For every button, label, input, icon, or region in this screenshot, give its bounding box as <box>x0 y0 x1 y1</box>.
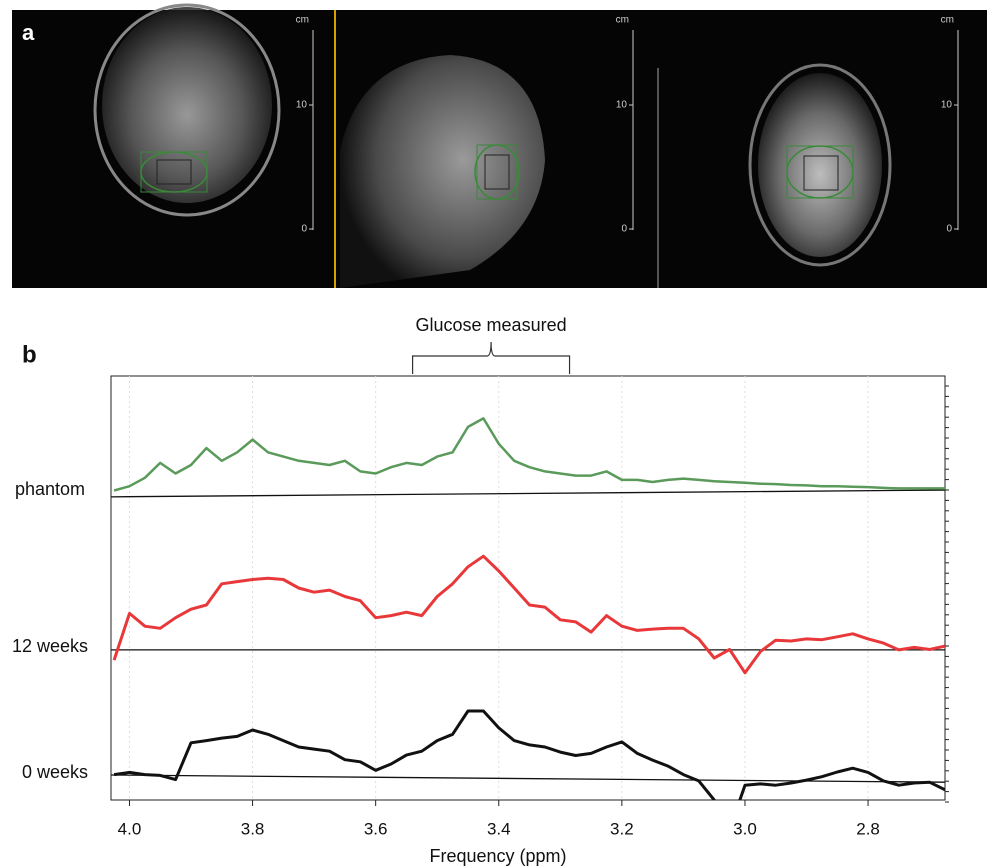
page: {"panel_a": {"label": "a", "scales": [{"… <box>0 0 987 866</box>
scale-label: 0 <box>621 224 627 235</box>
x-axis-label: Frequency (ppm) <box>429 846 566 866</box>
scale-label: 10 <box>941 100 953 111</box>
x-tick-label: 2.8 <box>856 819 880 838</box>
spectrum-line <box>114 711 945 830</box>
panel-label: a <box>22 20 35 45</box>
spectrum-line <box>114 418 945 490</box>
annotation: Glucose measured <box>416 315 567 335</box>
scale-unit: cm <box>941 15 954 26</box>
annotation-bracket <box>413 342 570 374</box>
x-tick-label: 3.8 <box>241 819 265 838</box>
mri-coronal <box>750 65 890 265</box>
scale-label: 0 <box>946 224 952 235</box>
x-tick-label: 3.2 <box>610 819 634 838</box>
spectrum-line <box>114 556 945 673</box>
panel-label: b <box>22 341 37 368</box>
scale-label: 0 <box>301 224 307 235</box>
scale-label: 10 <box>616 100 628 111</box>
plot-area <box>111 418 945 829</box>
series-label: phantom <box>15 479 85 499</box>
x-tick-label: 3.4 <box>487 819 511 838</box>
x-tick-label: 4.0 <box>118 819 142 838</box>
figure: a cm 10 0 cm 10 0 cm 10 0 b 4.0 3.8 3.6 3.4 3.2 3.0 2.8 F… <box>0 0 987 866</box>
scale-label: 10 <box>296 100 308 111</box>
x-tick-label: 3.6 <box>364 819 388 838</box>
scale-unit: cm <box>296 15 309 26</box>
baseline <box>111 490 945 497</box>
x-tick-label: 3.0 <box>733 819 757 838</box>
mri-axial <box>95 5 279 215</box>
scale-unit: cm <box>616 15 629 26</box>
series-label: 0 weeks <box>22 762 88 782</box>
series-label: 12 weeks <box>12 636 88 656</box>
